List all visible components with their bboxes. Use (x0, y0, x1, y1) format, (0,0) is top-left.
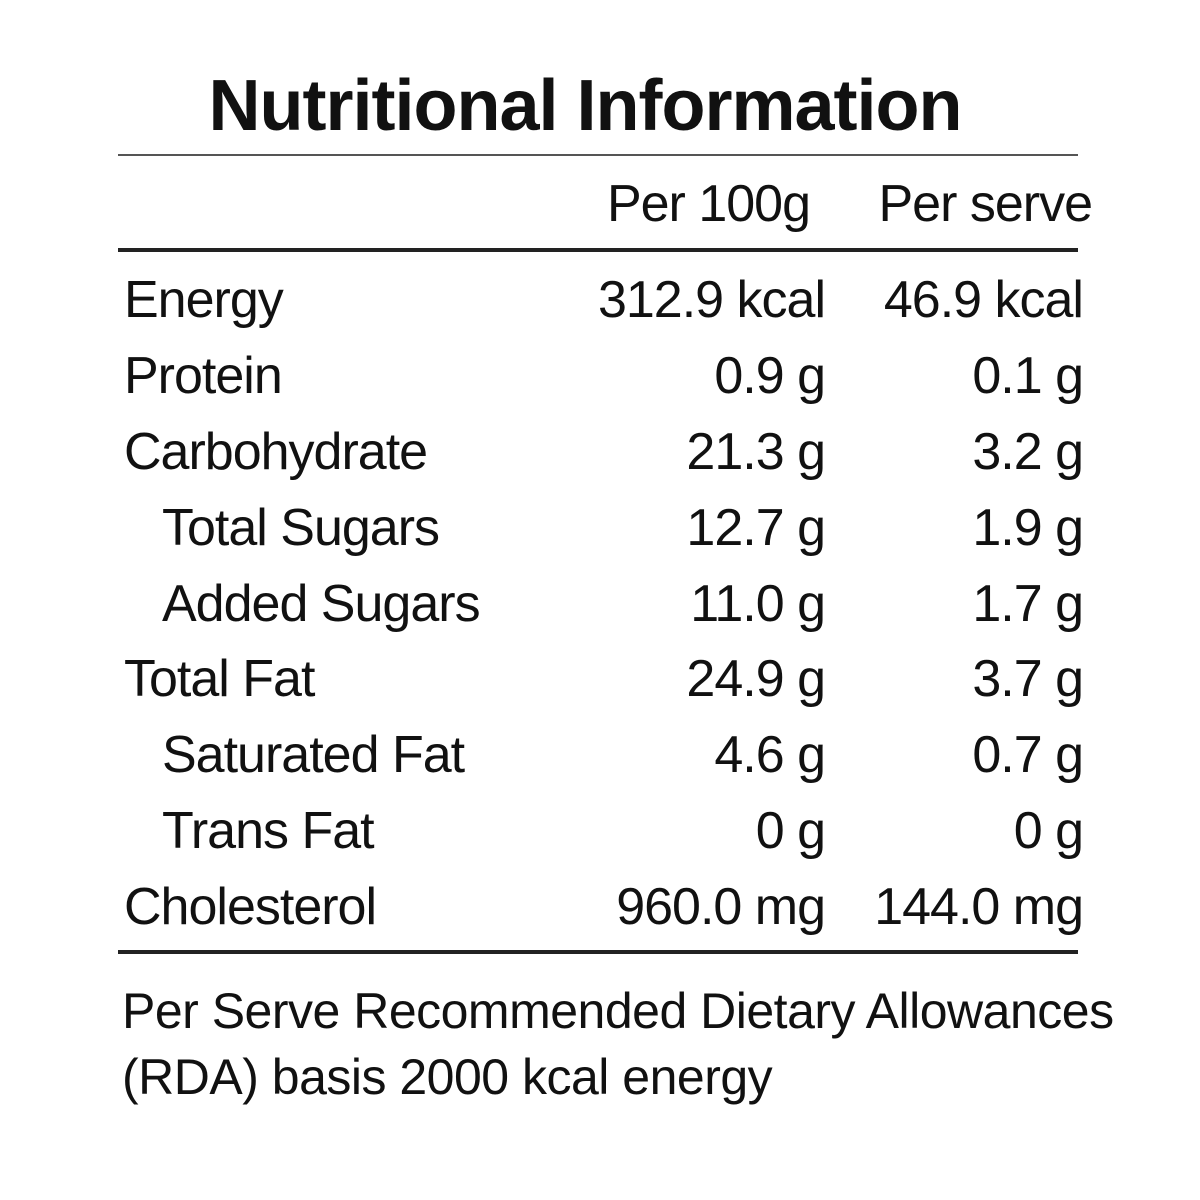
nutrient-row-saturated-fat: Saturated Fat 4.6 g 0.7 g (0, 720, 1200, 796)
nutrient-name: Trans Fat (162, 802, 375, 861)
nutrient-name: Total Sugars (162, 498, 440, 557)
label-title: Nutritional Information (208, 66, 963, 146)
nutrient-value-per-serve: 3.2 g (972, 422, 1084, 481)
nutrient-value-per-serve: 0.7 g (972, 726, 1084, 785)
nutrient-name: Total Fat (124, 650, 315, 709)
nutrient-name: Protein (124, 346, 283, 405)
nutrient-row-energy: Energy 312.9 kcal 46.9 kcal (0, 265, 1200, 341)
column-header-per-100g: Per 100g (606, 175, 811, 233)
nutrient-value-per-100g: 21.3 g (686, 422, 826, 481)
nutrient-value-per-100g: 12.7 g (686, 498, 826, 557)
nutrient-row-trans-fat: Trans Fat 0 g 0 g (0, 796, 1200, 872)
nutrient-value-per-100g: 11.0 g (690, 574, 826, 633)
nutrient-row-carbohydrate: Carbohydrate 21.3 g 3.2 g (0, 417, 1200, 493)
title-divider (118, 154, 1078, 156)
nutrient-value-per-100g: 312.9 kcal (597, 271, 826, 329)
nutrient-row-total-fat: Total Fat 24.9 g 3.7 g (0, 644, 1200, 720)
footer-divider (118, 950, 1078, 954)
nutrient-value-per-serve: 46.9 kcal (883, 271, 1084, 329)
nutrient-value-per-serve: 3.7 g (972, 650, 1084, 709)
nutrient-value-per-100g: 0.9 g (714, 346, 826, 405)
rda-footnote: Per Serve Recommended Dietary Allowances… (122, 983, 1114, 1105)
nutrient-name: Saturated Fat (162, 726, 465, 785)
column-header-per-serve: Per serve (878, 175, 1093, 233)
nutrient-value-per-100g: 4.6 g (714, 726, 826, 785)
nutrient-name: Added Sugars (162, 574, 481, 633)
nutrient-value-per-100g: 960.0 mg (616, 878, 826, 937)
nutrient-value-per-serve: 1.9 g (972, 498, 1084, 557)
nutrient-value-per-100g: 0 g (755, 802, 826, 861)
nutrient-row-total-sugars: Total Sugars 12.7 g 1.9 g (0, 493, 1200, 569)
nutrient-name: Carbohydrate (124, 422, 428, 481)
nutrient-value-per-100g: 24.9 g (686, 650, 826, 709)
nutrient-value-per-serve: 144.0 mg (874, 878, 1084, 937)
nutrient-row-protein: Protein 0.9 g 0.1 g (0, 341, 1200, 417)
nutrient-rows: Energy 312.9 kcal 46.9 kcal Protein 0.9 … (0, 265, 1200, 948)
nutrient-row-cholesterol: Cholesterol 960.0 mg 144.0 mg (0, 872, 1200, 948)
nutrient-value-per-serve: 0 g (1013, 802, 1084, 861)
nutrient-name: Cholesterol (124, 878, 377, 937)
header-divider (118, 248, 1078, 252)
nutrient-name: Energy (124, 271, 284, 329)
nutrient-value-per-serve: 1.7 g (972, 574, 1084, 633)
nutrient-value-per-serve: 0.1 g (972, 346, 1084, 405)
nutrient-row-added-sugars: Added Sugars 11.0 g 1.7 g (0, 569, 1200, 645)
